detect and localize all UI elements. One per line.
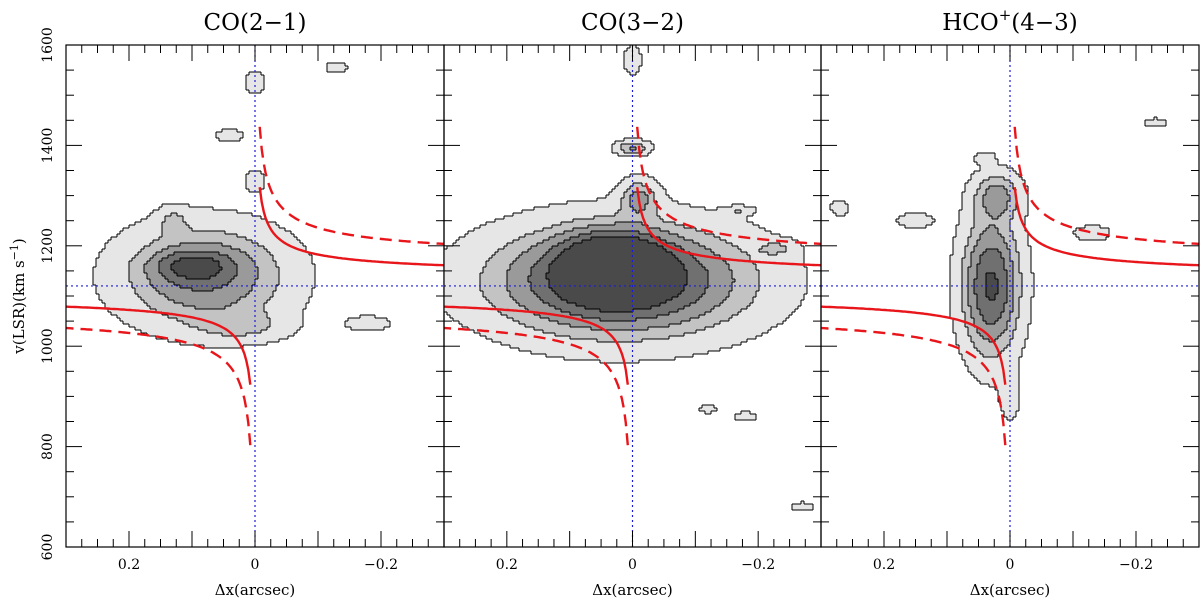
contour-fill-level-4 [159,252,237,291]
panel-3: 0.2 0 −0.2 HCO+(4−3) Δx(arcsec) [820,6,1200,599]
y-axis-label: v(LSR)(km s−1) [8,238,28,354]
plot-area [821,45,1199,547]
x-tick-label: 0 [251,557,260,573]
panel-title: CO(2−1) [204,10,307,36]
model-curve-lower-dashed [821,326,1007,446]
panel-2: 0.2 0 −0.2 CO(3−2) Δx(arcsec) [443,10,822,599]
ticks [443,44,822,548]
y-tick-label: 1400 [40,128,56,164]
contour-fill-level-5 [546,237,687,312]
x-tick-label: 0.2 [118,557,140,573]
contour-fill-level-2 [962,177,1022,357]
panel-title-main: CO(2−1) [204,10,307,36]
contour-line-level-5 [170,257,223,280]
model-curve-lower-solid [66,305,252,385]
x-tick-label: −0.2 [1119,557,1153,573]
ticks [820,44,1200,548]
contour-line-level-1 [92,62,391,349]
plot-area [66,45,444,547]
contour-fill-level-1 [830,117,1166,420]
panel-title-main: CO(3−2) [581,10,684,36]
y-tick-label: 1000 [40,328,56,364]
contour-line-level-3 [506,146,736,331]
model-curve-upper-dashed [258,126,444,246]
y-axis-label-close: ) [10,238,28,244]
model-curve-upper-solid [1013,187,1199,267]
y-tick-label: 800 [40,433,56,460]
panel-1: 0.2 0 −0.2 CO(2−1) Δx(arcsec) 600 800 1000 1200 1… [40,10,445,599]
panel-title-superscript: + [999,6,1012,24]
x-tick-label: 0.2 [873,557,895,573]
contour-line-level-5 [545,236,688,313]
model-curve-upper-dashed [1013,126,1199,246]
x-axis-label: Δx(arcsec) [215,581,296,599]
model-curve-lower-solid [444,305,629,385]
model-curve-lower-solid [821,305,1007,385]
contour-line-level-5 [985,272,999,301]
contour-line-level-1 [444,45,814,511]
contour-line-level-2 [961,176,1023,358]
x-axis-label: Δx(arcsec) [970,581,1051,599]
contour-line-level-4 [973,248,1008,325]
contour-fill-level-2 [129,213,279,336]
panel-title: CO(3−2) [581,10,684,36]
x-tick-label: 0 [628,557,637,573]
x-axis-label: Δx(arcsec) [592,581,673,599]
model-curve-upper-dashed [636,126,821,246]
x-tick-label: −0.2 [741,557,775,573]
contour-line-level-1 [829,116,1167,421]
model-curve-lower-dashed [66,326,252,446]
contour-line-level-4 [158,251,238,292]
x-tick-label: 0.2 [496,557,518,573]
panels-group: 0.2 0 −0.2 CO(2−1) Δx(arcsec) 600 800 1000 1200 1… [40,6,1200,599]
x-tick-label: 0 [1006,557,1015,573]
panel-title-tail: (4−3) [1011,10,1077,36]
model-curve-upper-solid [636,187,821,267]
y-axis-label-text: v(LSR)(km s [10,260,28,354]
contour-line-level-2 [128,212,280,337]
y-tick-label: 1200 [40,228,56,264]
y-tick-label: 1600 [40,27,56,63]
plot-area [444,45,821,547]
y-axis-label-exponent: −1 [8,244,21,260]
model-curve-lower-dashed [444,326,629,446]
contour-line-level-2 [479,143,787,343]
panel-title-main: HCO [942,10,999,36]
x-tick-label: −0.2 [364,557,398,573]
contour-fill-level-1 [93,63,390,348]
panel-title: HCO+(4−3) [942,6,1078,36]
model-curve-upper-solid [258,187,444,267]
contour-fill-level-3 [144,243,258,309]
ticks [65,44,445,548]
y-tick-label: 600 [40,534,56,561]
contour-fill-level-5 [171,258,222,279]
contour-fill-level-4 [974,249,1007,324]
